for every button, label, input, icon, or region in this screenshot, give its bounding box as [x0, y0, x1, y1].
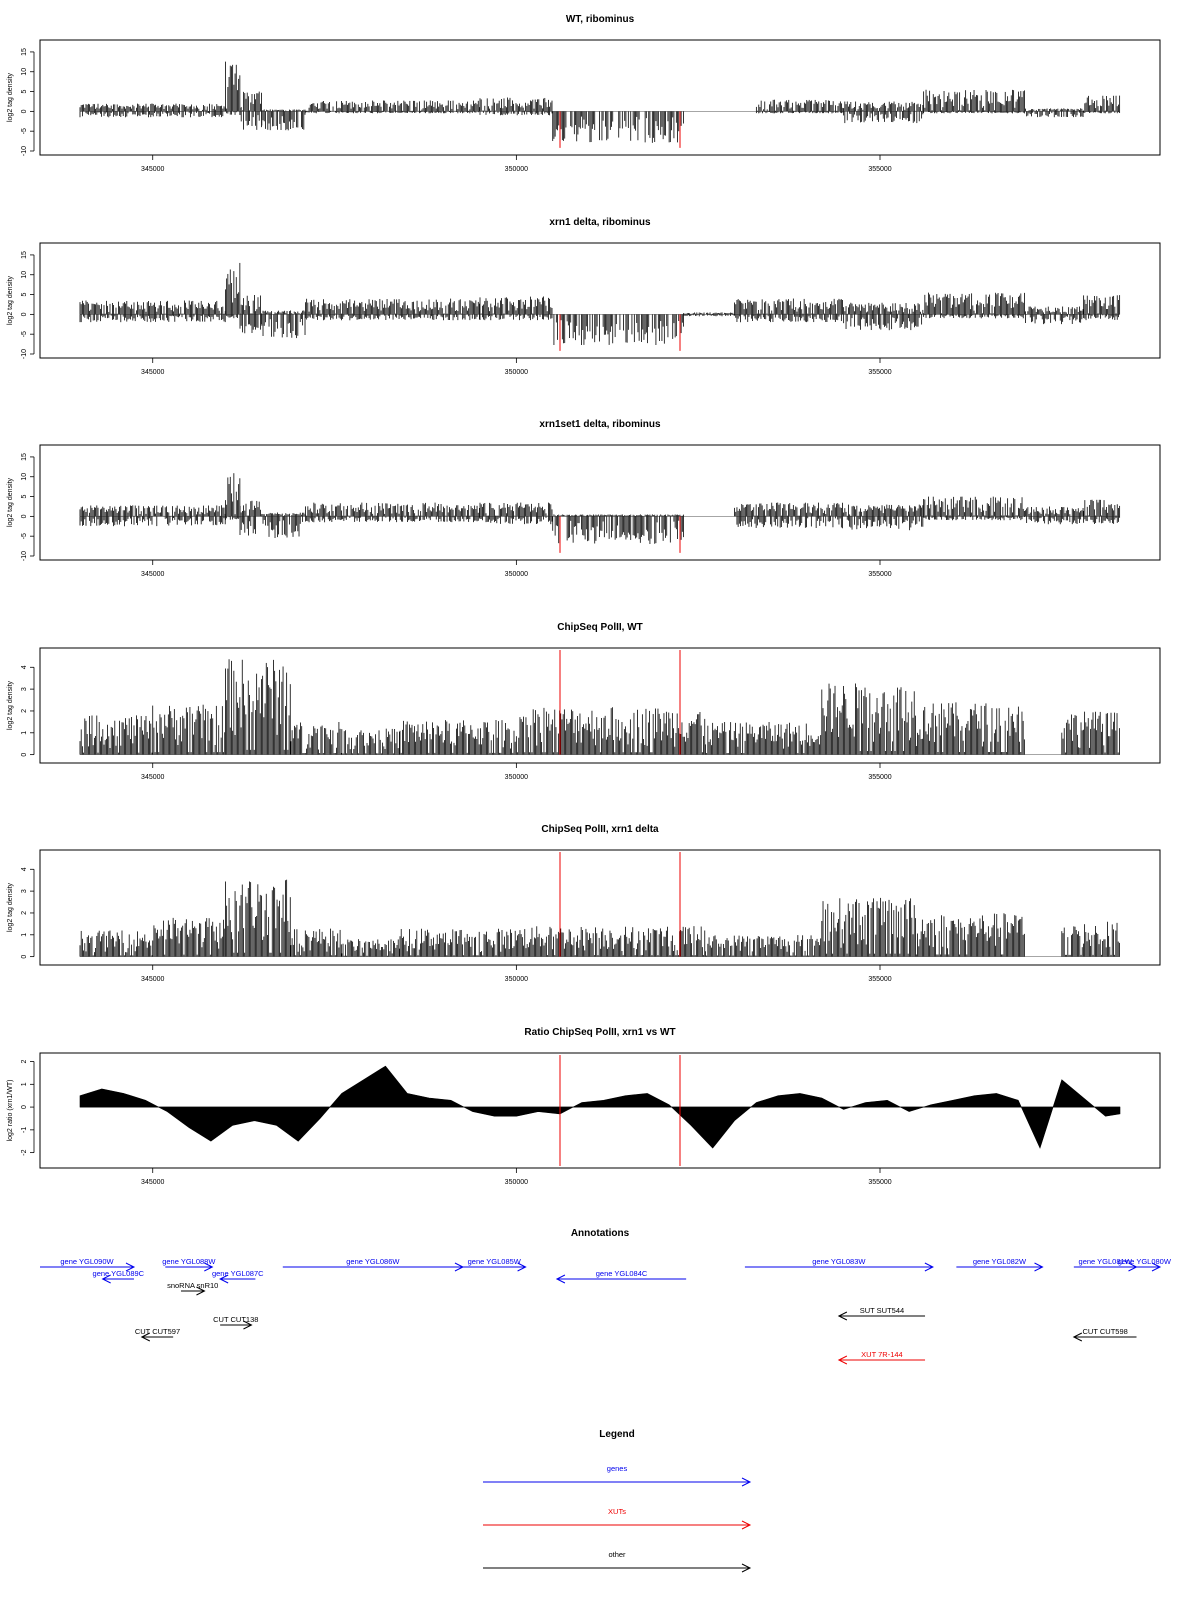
y-tick-label: 0: [21, 109, 28, 113]
panel-1: WT, ribominus -10 -5 0 5 10 15 log2 tag density…: [7, 14, 1161, 173]
signal-bars: [79, 659, 1120, 755]
signal-bars: [79, 61, 1121, 143]
x-tick-label: 350000: [505, 166, 528, 173]
x-tick-label: 345000: [141, 571, 164, 578]
x-tick-label: 345000: [141, 166, 164, 173]
x-tick-label: 350000: [505, 369, 528, 376]
y-tick-label: 3: [21, 687, 28, 691]
panel-title: xrn1 delta, ribominus: [549, 217, 651, 228]
y-axis-label: log2 tag density: [7, 477, 14, 527]
y-tick-label: 0: [21, 312, 28, 316]
y-tick-label: 4: [21, 665, 28, 669]
y-tick-label: 10: [21, 271, 28, 279]
y-tick-label: 0: [21, 514, 28, 518]
y-tick-label: 5: [21, 293, 28, 297]
x-tick-label: 355000: [868, 774, 891, 781]
x-tick-label: 350000: [505, 571, 528, 578]
x-tick-label: 355000: [868, 166, 891, 173]
x-tick-label: 345000: [141, 369, 164, 376]
plot-frame: [39, 444, 1161, 561]
signal-bars: [79, 473, 1121, 545]
y-tick-label: 1: [21, 731, 28, 735]
x-tick-label: 345000: [141, 774, 164, 781]
y-axis-label: log2 tag density: [7, 275, 14, 325]
panel-title: WT, ribominus: [566, 14, 635, 25]
y-tick-label: 10: [21, 473, 28, 481]
y-tick-label: 2: [21, 709, 28, 713]
y-tick-label: 5: [21, 495, 28, 499]
plot-frame: [39, 647, 1161, 764]
plot-frame: [39, 39, 1161, 156]
y-tick-label: 0: [21, 753, 28, 757]
y-tick-label: -5: [21, 533, 28, 539]
y-tick-label: 5: [21, 90, 28, 94]
plot-frame: [39, 242, 1161, 359]
panel-3: xrn1set1 delta, ribominus -10 -5 0 5 10 15 log2…: [7, 419, 1161, 578]
y-tick-label: 15: [21, 48, 28, 56]
y-tick-label: -10: [21, 349, 28, 359]
y-tick-label: 10: [21, 68, 28, 76]
y-tick-label: -5: [21, 331, 28, 337]
panel-title: ChipSeq PolII, WT: [557, 622, 643, 633]
y-tick-label: 15: [21, 251, 28, 259]
signal-bars: [79, 262, 1121, 346]
panel-2: xrn1 delta, ribominus -10 -5 0 5 10 15 log2 tag…: [7, 217, 1161, 376]
y-tick-label: -10: [21, 551, 28, 561]
y-tick-label: 15: [21, 453, 28, 461]
panel-title: xrn1set1 delta, ribominus: [539, 419, 661, 430]
y-tick-label: -10: [21, 146, 28, 156]
x-tick-label: 355000: [868, 369, 891, 376]
y-tick-label: -5: [21, 128, 28, 134]
x-tick-label: 355000: [868, 571, 891, 578]
y-axis-label: log2 tag density: [7, 72, 14, 122]
y-axis-label: log2 tag density: [7, 680, 14, 730]
x-tick-label: 350000: [505, 774, 528, 781]
panel-4: ChipSeq PolII, WT 0 1 2 3 4 log2 tag density 34…: [7, 622, 1161, 781]
